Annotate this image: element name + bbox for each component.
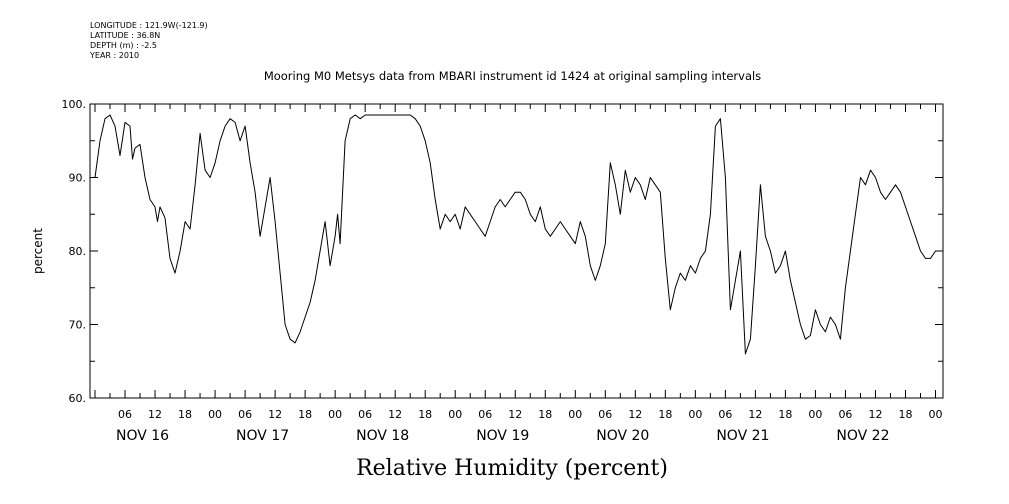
- y-tick-label: 100.: [62, 98, 87, 111]
- x-axis: 06 12 18 00 06 12 18 00 06 12 18 00 06 12 18 00 06 12 18 00…: [94, 104, 942, 444]
- x-hour-tick-label: 06: [118, 408, 132, 421]
- x-hour-tick-label: 06: [718, 408, 732, 421]
- x-hour-tick-label: 00: [688, 408, 702, 421]
- y-tick-label: 70.: [69, 319, 87, 332]
- year-text: YEAR : 2010: [90, 51, 140, 60]
- x-day-label: NOV 17: [236, 428, 289, 444]
- series-layer: [94, 114, 936, 355]
- x-hour-tick-label: 06: [598, 408, 612, 421]
- x-hour-tick-label: 00: [928, 408, 942, 421]
- chart-title: Mooring M0 Metsys data from MBARI instru…: [263, 69, 762, 83]
- y-tick-label: 80.: [69, 245, 87, 258]
- x-hour-tick-label: 18: [298, 408, 312, 421]
- depth-text: DEPTH (m) : -2.5: [90, 41, 157, 50]
- x-hour-tick-label: 12: [268, 408, 282, 421]
- x-axis-label: Relative Humidity (percent): [356, 456, 668, 481]
- x-hour-tick-label: 06: [238, 408, 252, 421]
- x-hour-tick-label: 12: [868, 408, 882, 421]
- x-hour-tick-label: 12: [148, 408, 162, 421]
- x-day-label: NOV 18: [356, 428, 409, 444]
- x-hour-tick-label: 12: [388, 408, 402, 421]
- x-hour-tick-label: 12: [508, 408, 522, 421]
- longitude-text: LONGITUDE : 121.9W(-121.9): [90, 21, 208, 30]
- metadata-block: LONGITUDE : 121.9W(-121.9) LATITUDE : 36…: [90, 21, 208, 61]
- x-hour-tick-label: 00: [808, 408, 822, 421]
- x-hour-tick-label: 18: [778, 408, 792, 421]
- series-line-relative-humidity: [94, 114, 936, 355]
- x-hour-tick-label: 12: [628, 408, 642, 421]
- x-hour-tick-label: 18: [178, 408, 192, 421]
- y-axis-label: percent: [31, 228, 45, 274]
- latitude-text: LATITUDE : 36.8N: [90, 31, 161, 40]
- x-hour-tick-label: 00: [448, 408, 462, 421]
- x-hour-tick-label: 06: [478, 408, 492, 421]
- x-hour-tick-label: 18: [898, 408, 912, 421]
- x-hour-tick-label: 00: [208, 408, 222, 421]
- x-day-label: NOV 22: [836, 428, 889, 444]
- x-hour-tick-label: 18: [538, 408, 552, 421]
- y-axis: 60. 70. 80. 90. 100.: [62, 98, 943, 405]
- y-tick-label: 60.: [69, 392, 87, 405]
- x-hour-tick-label: 12: [748, 408, 762, 421]
- x-hour-tick-label: 06: [838, 408, 852, 421]
- x-day-label: NOV 20: [596, 428, 649, 444]
- x-day-label: NOV 21: [716, 428, 769, 444]
- x-hour-tick-label: 00: [328, 408, 342, 421]
- x-hour-tick-label: 18: [658, 408, 672, 421]
- x-hour-tick-label: 00: [568, 408, 582, 421]
- x-day-label: NOV 16: [116, 428, 169, 444]
- x-hour-tick-label: 18: [418, 408, 432, 421]
- x-day-label: NOV 19: [476, 428, 529, 444]
- y-tick-label: 90.: [69, 172, 87, 185]
- chart-title-wrap: Mooring M0 Metsys data from MBARI instru…: [0, 69, 1009, 83]
- x-hour-tick-label: 06: [358, 408, 372, 421]
